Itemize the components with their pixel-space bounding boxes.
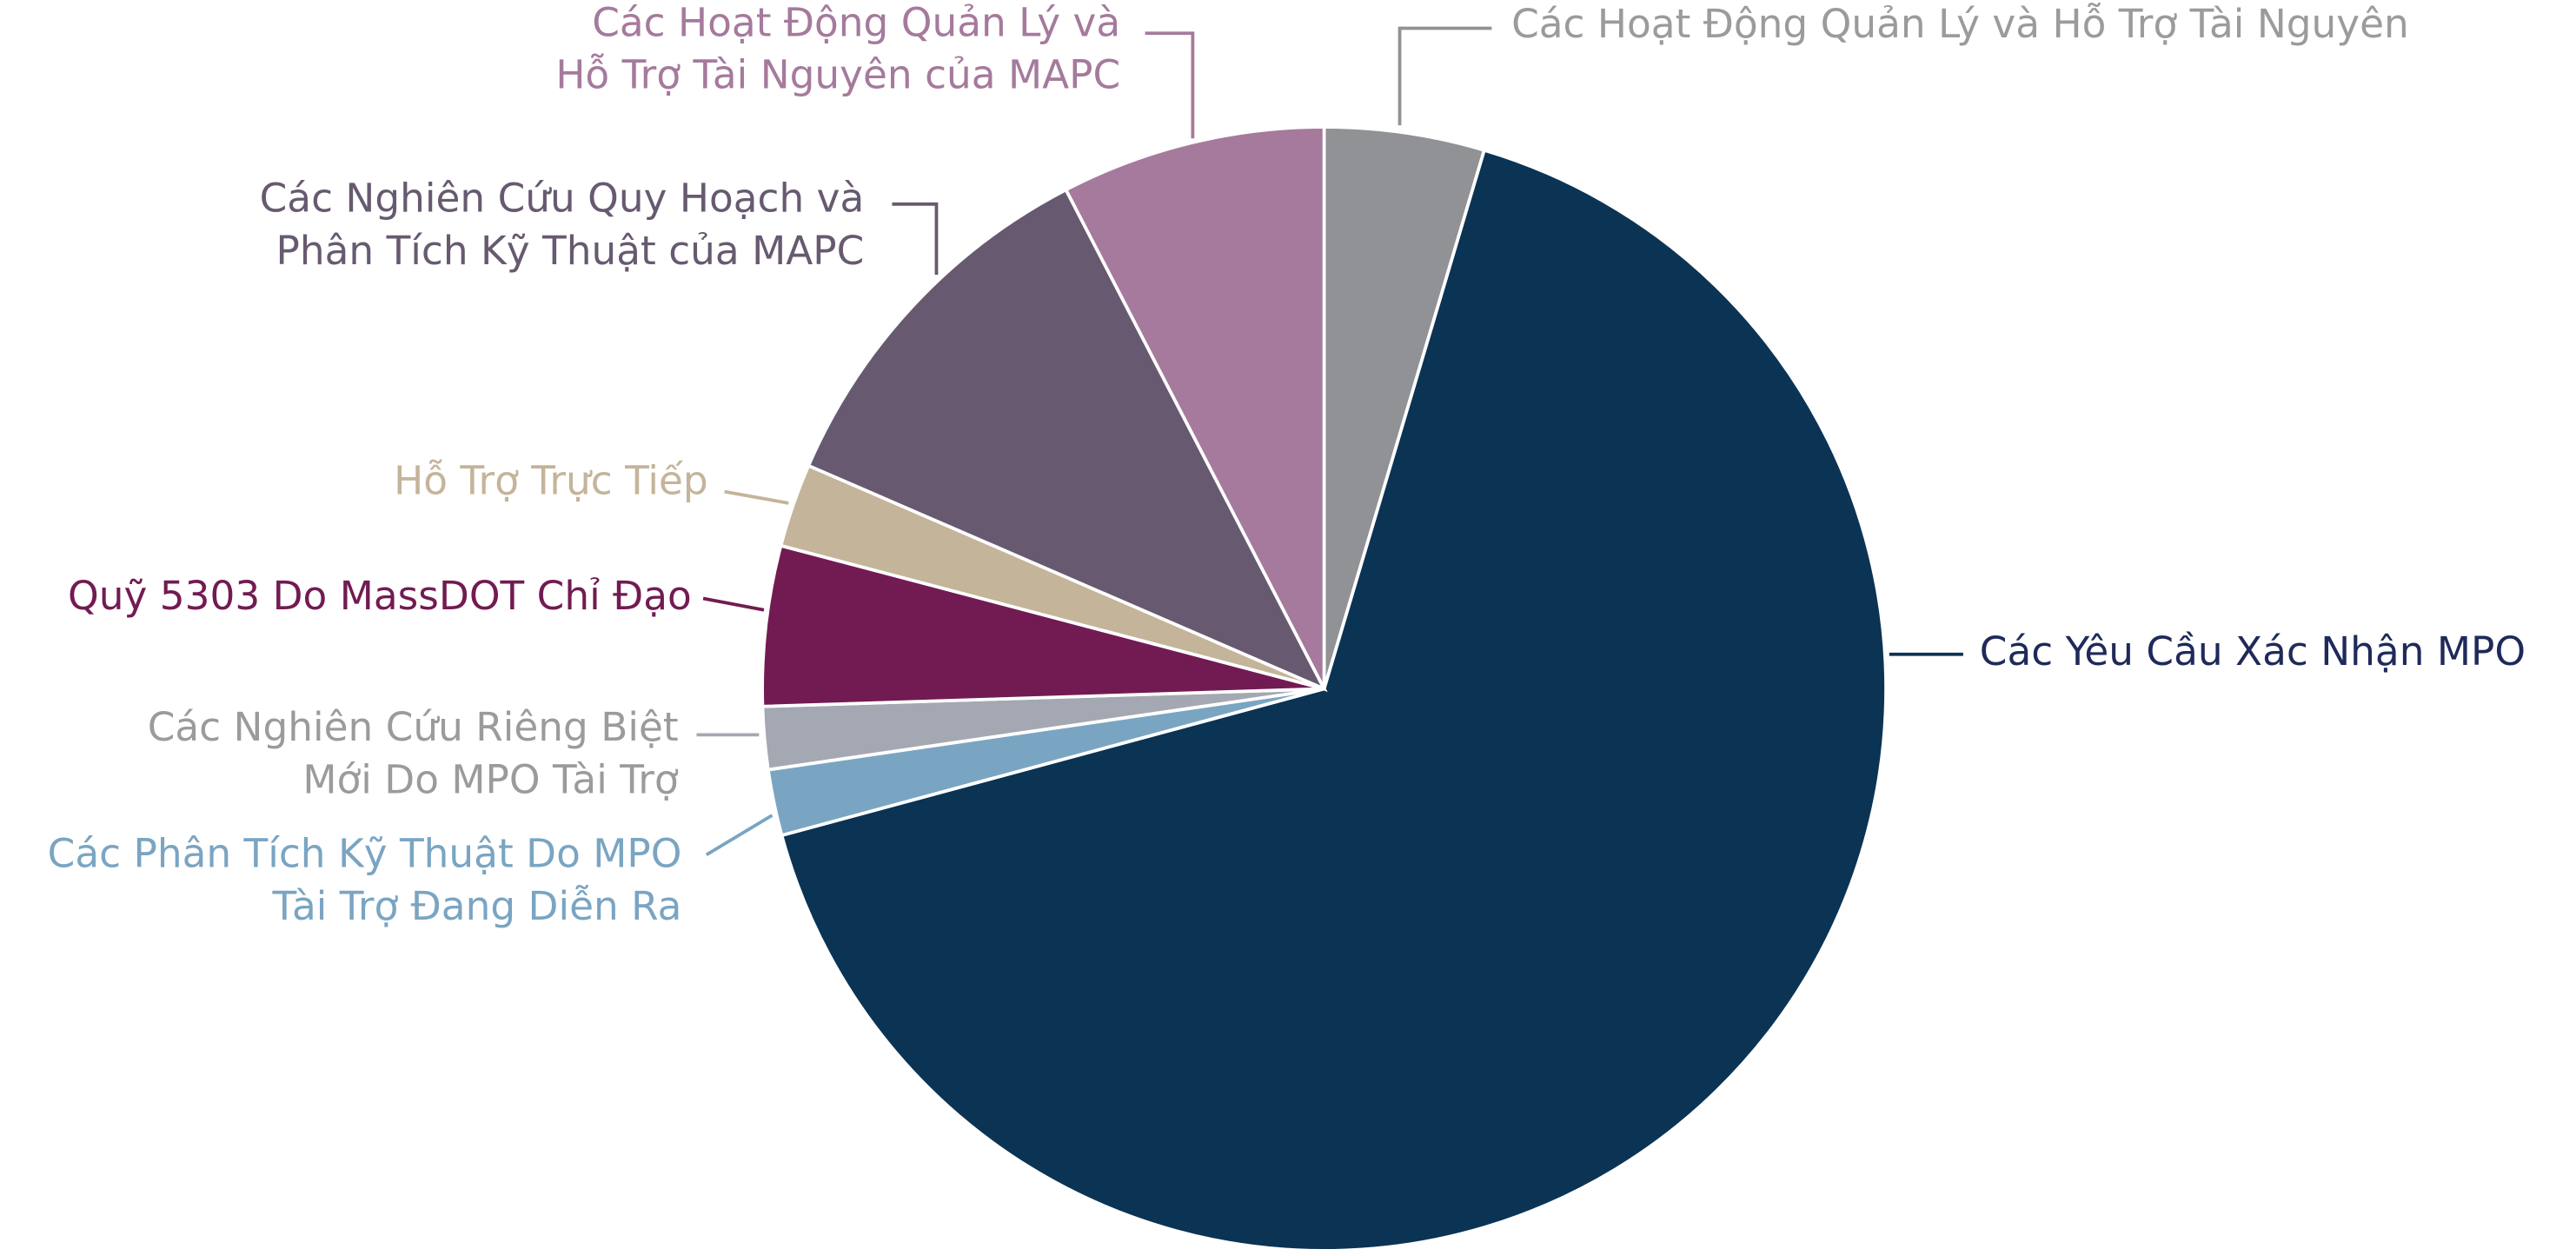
slice-label: Các Phân Tích Kỹ Thuật Do MPO [48,831,682,877]
slice-label: Mới Do MPO Tài Trợ [302,757,679,803]
leader-line [724,489,789,505]
pie-slice [1063,125,1326,690]
slice-label: Hỗ Trợ Tài Nguyên của MAPC [555,52,1120,98]
slice-label: Tài Trợ Đang Diễn Ra [272,883,682,929]
leader-line [892,202,939,276]
slice-label: Quỹ 5303 Do MassDOT Chỉ Đạo [68,573,692,619]
slice-label: Phân Tích Kỹ Thuật của MAPC [276,228,865,274]
pie-slice [1322,125,1487,689]
slice-label: Hỗ Trợ Trực Tiếp [394,458,708,504]
pie-slice [780,148,1888,1253]
slice-label: Các Nghiên Cứu Riêng Biệt [148,704,679,750]
slice-label: Các Nghiên Cứu Quy Hoạch và [260,176,865,222]
slice-label: Các Yêu Cầu Xác Nhận MPO [1980,628,2526,675]
slice-label: Các Hoạt Động Quản Lý và Hỗ Trợ Tài Nguy… [1511,1,2409,47]
leader-line [702,596,765,612]
slice-label: Các Hoạt Động Quản Lý và [592,0,1120,45]
pie-slice [760,543,1325,708]
leader-line [705,814,773,856]
pie-slice [806,187,1328,693]
leader-line [1145,31,1195,139]
leader-line [1398,26,1492,126]
